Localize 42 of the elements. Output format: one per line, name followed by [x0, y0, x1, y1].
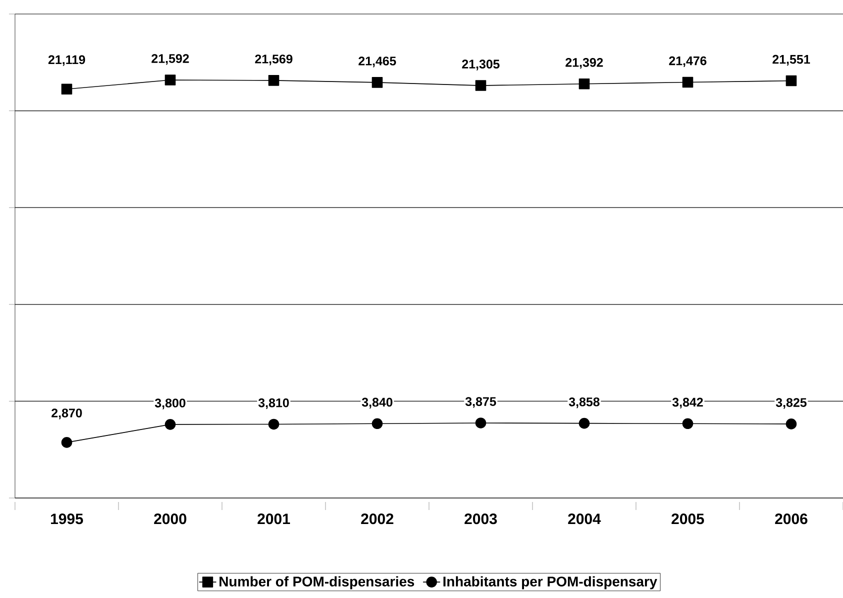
data-label: 21,476: [669, 56, 706, 68]
data-label: 3,800: [154, 398, 186, 410]
x-tick-label: 1995: [51, 514, 84, 524]
data-label: 3,825: [776, 398, 807, 409]
data-label: 3,875: [465, 397, 496, 408]
point: [164, 74, 176, 86]
point: [164, 419, 176, 430]
x-tick-label: 2001: [258, 514, 290, 524]
x-tick-label: 2004: [568, 514, 601, 524]
data-label: 21,551: [772, 54, 810, 66]
point: [578, 78, 590, 90]
data-label: 21,465: [358, 56, 396, 68]
point: [682, 76, 694, 88]
data-label: 3,810: [258, 398, 289, 410]
data-label: 3,842: [672, 398, 703, 408]
point: [372, 418, 383, 430]
data-label: 21,592: [152, 54, 189, 65]
data-label: 21,305: [462, 60, 500, 70]
data-label: 2,870: [52, 408, 82, 420]
point: [475, 418, 486, 428]
data-label: 3,858: [568, 397, 600, 408]
data-label: 21,569: [255, 54, 292, 66]
point: [578, 418, 590, 429]
point: [268, 75, 280, 86]
point: [372, 77, 383, 88]
point: [268, 418, 280, 430]
data-label: 3,840: [362, 398, 392, 408]
data-label: 21,392: [566, 58, 603, 69]
point: [786, 418, 797, 430]
x-tick-label: 2005: [672, 514, 704, 524]
point: [786, 75, 797, 86]
x-tick-label: 2000: [154, 514, 186, 524]
point: [682, 418, 694, 430]
point: [475, 80, 486, 91]
x-tick-label: 2006: [775, 514, 808, 524]
data-label: 21,119: [48, 55, 86, 66]
point: [61, 84, 72, 95]
x-tick-label: 2003: [464, 514, 497, 524]
legend-label: Number of POM-dispensaries: [220, 576, 414, 590]
point: [61, 437, 72, 448]
legend-label: Inhabitants per POM-dispensary: [443, 576, 658, 590]
x-tick-label: 2002: [361, 514, 394, 524]
